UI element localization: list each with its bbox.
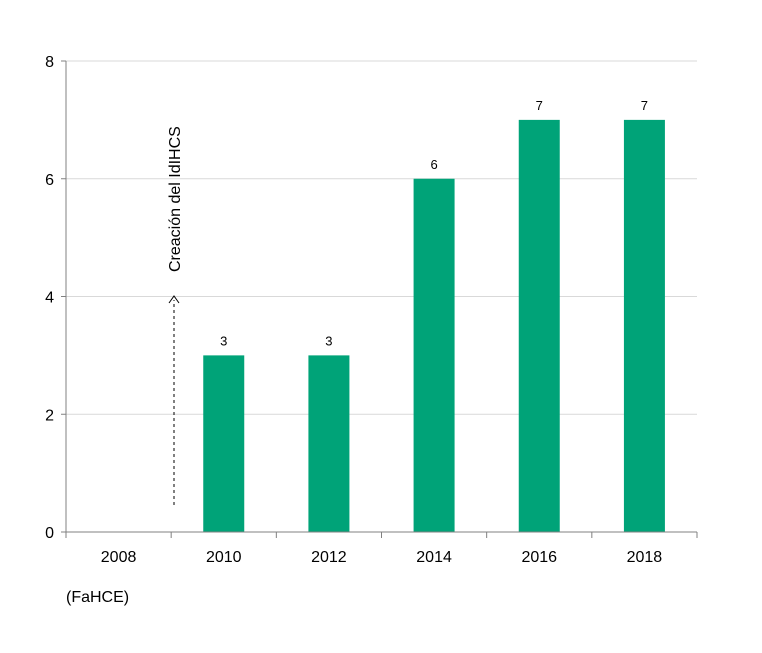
x-tick-label: 2012 (311, 549, 347, 566)
footnote: (FaHCE) (66, 589, 129, 606)
annotation: Creación del IdIHCS (167, 126, 184, 505)
y-tick-label: 6 (45, 172, 54, 189)
data-label: 3 (325, 333, 332, 348)
y-axis-ticks: 0 2 4 6 8 (45, 54, 66, 542)
gridlines (66, 60, 697, 415)
y-tick-label: 4 (45, 290, 54, 307)
x-tick-label: 2016 (521, 549, 557, 566)
x-tick-label: 2008 (101, 549, 137, 566)
annotation-arrowhead (168, 295, 180, 304)
x-tick-label: 2010 (206, 549, 242, 566)
y-tick-label: 2 (45, 407, 54, 424)
data-labels: 3 3 6 7 7 (220, 98, 648, 349)
data-label: 3 (220, 333, 227, 348)
y-tick-label: 0 (45, 525, 54, 542)
x-tick-label: 2018 (627, 549, 663, 566)
bar (623, 119, 665, 532)
bar (308, 355, 350, 532)
data-label: 6 (430, 157, 437, 172)
x-tick-label: 2014 (416, 549, 452, 566)
bar (203, 355, 245, 532)
bars (203, 119, 665, 532)
x-axis-ticks: 2008 2010 2012 2014 2016 2018 (65, 532, 698, 566)
data-label: 7 (641, 98, 648, 113)
bar (518, 119, 560, 532)
data-label: 7 (536, 98, 543, 113)
bar (413, 178, 455, 532)
y-tick-label: 8 (45, 54, 54, 71)
annotation-text: Creación del IdIHCS (167, 126, 184, 272)
